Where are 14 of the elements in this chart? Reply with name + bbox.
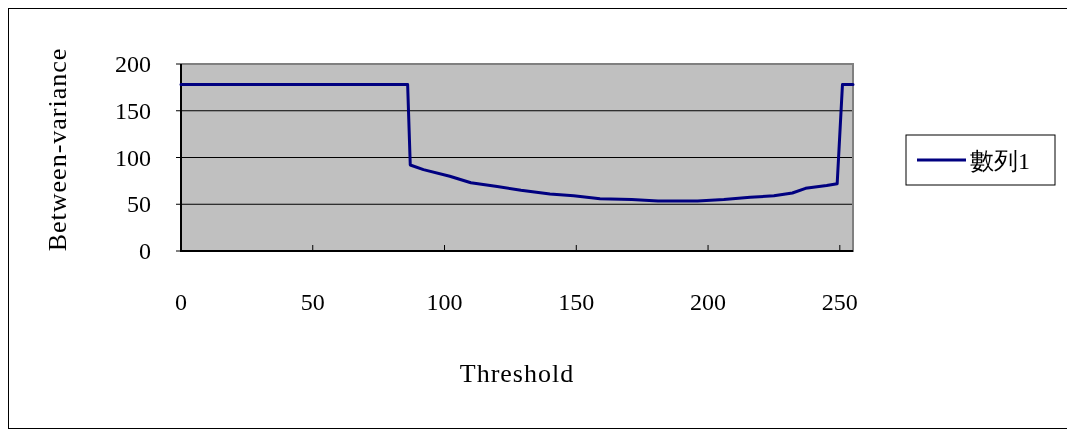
xtick: 150 xyxy=(558,289,595,315)
xtick: 50 xyxy=(300,289,325,315)
xtick: 200 xyxy=(690,289,727,315)
ytick: 200 xyxy=(115,51,151,77)
ytick: 0 xyxy=(139,238,151,264)
ytick: 50 xyxy=(127,191,151,218)
legend-label: 數列1 xyxy=(970,148,1030,174)
xtick: 100 xyxy=(426,289,463,315)
ylabel: Between-variance xyxy=(43,47,72,252)
xtick: 250 xyxy=(821,289,858,315)
ytick: 100 xyxy=(115,144,151,171)
ytick: 150 xyxy=(115,97,151,124)
xlabel: Threshold xyxy=(459,359,575,388)
xtick: 0 xyxy=(175,289,187,315)
